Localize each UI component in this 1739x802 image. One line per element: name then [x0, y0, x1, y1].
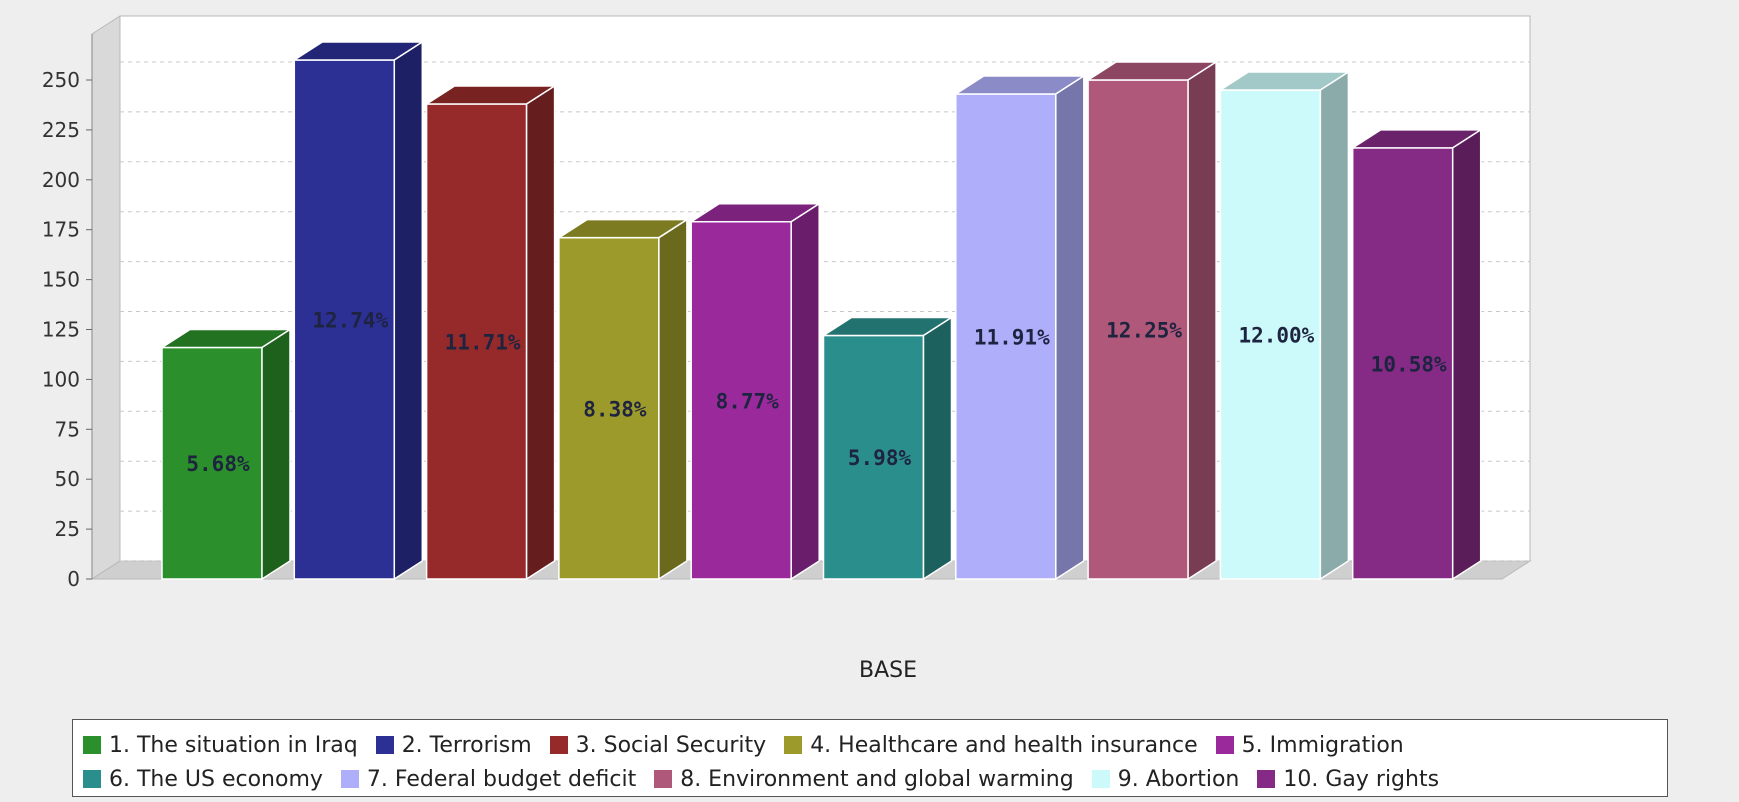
bar-side	[1055, 74, 1085, 581]
legend-swatch	[83, 770, 101, 788]
bar-front	[293, 59, 396, 580]
legend-item: 4. Healthcare and health insurance	[784, 732, 1198, 758]
legend-label: 1. The situation in Iraq	[109, 732, 358, 758]
bar-data-label: 12.25%	[1106, 319, 1182, 343]
y-tick-label: 150	[42, 268, 80, 292]
legend-row: 6. The US economy 7. Federal budget defic…	[83, 762, 1657, 796]
y-tick-label: 0	[67, 567, 80, 591]
bar	[291, 40, 425, 581]
legend-label: 2. Terrorism	[401, 732, 532, 758]
legend-label: 6. The US economy	[109, 766, 323, 792]
x-axis-label: BASE	[859, 658, 917, 683]
bar-data-label: 11.91%	[974, 325, 1050, 349]
legend-swatch	[375, 736, 394, 754]
bar-data-label: 5.98%	[848, 446, 912, 470]
y-tick-label: 25	[55, 517, 80, 541]
bar	[1085, 60, 1219, 581]
bar-data-label: 8.77%	[716, 389, 780, 413]
bar-data-label: 12.74%	[312, 309, 388, 333]
bar-front	[1087, 79, 1189, 580]
bar-side	[1319, 70, 1350, 581]
bar	[1350, 128, 1484, 581]
bar-data-label: 5.68%	[186, 452, 250, 476]
legend-item: 9. Abortion	[1091, 766, 1240, 792]
bar-side	[922, 316, 953, 581]
bar-side	[1187, 60, 1217, 581]
bars	[159, 40, 1484, 581]
legend-item: 10. Gay rights	[1257, 767, 1439, 792]
legend-item: 3. Social Security	[549, 732, 767, 758]
legend: 1. The situation in Iraq 2. Terrorism 3. S…	[72, 719, 1668, 797]
bar-front	[1219, 89, 1322, 580]
legend-item: 2. Terrorism	[375, 732, 532, 758]
y-tick-label: 250	[42, 68, 80, 92]
legend-swatch	[1091, 770, 1110, 788]
y-tick-label: 225	[42, 118, 80, 142]
legend-swatch	[654, 770, 673, 788]
bar-side	[393, 40, 424, 581]
bar-front	[955, 93, 1057, 580]
bar-data-label: 11.71%	[445, 330, 521, 354]
y-tick-label: 100	[42, 367, 80, 391]
bar-side	[525, 84, 556, 581]
bar-front	[161, 346, 263, 580]
bar-front	[1351, 147, 1454, 580]
y-tick-label: 125	[42, 318, 80, 342]
legend-swatch	[83, 736, 101, 754]
y-tick-label: 50	[55, 467, 80, 491]
bar-data-label: 12.00%	[1238, 323, 1314, 347]
bar-front	[822, 334, 925, 580]
bar	[424, 84, 558, 581]
bar	[159, 328, 293, 581]
plot-left-wall	[91, 15, 121, 580]
bar-labels: 5.68% 12.74% 11.71% 8.38% 8.77% 5.98% 11.91% 12…	[186, 309, 1447, 477]
bar-data-label: 10.58%	[1371, 352, 1447, 376]
bar-side	[790, 202, 820, 581]
legend-swatch	[549, 736, 568, 754]
legend-item: 8. Environment and global warming	[654, 767, 1074, 792]
legend-item: 5. Immigration	[1215, 732, 1404, 758]
legend-label: 4. Healthcare and health insurance	[810, 732, 1198, 758]
bar-side	[261, 328, 291, 581]
legend-item: 7. Federal budget deficit	[340, 766, 637, 792]
legend-swatch	[1257, 770, 1276, 788]
bar	[1217, 70, 1351, 581]
bar-front	[690, 220, 792, 580]
bar	[820, 316, 955, 581]
bar-chart: 0 25 50 75 100 125 150 175 200 225 250 5.68% 12.74%…	[42, 15, 1532, 683]
y-tick-label: 175	[42, 218, 80, 242]
bar-side	[658, 218, 688, 581]
bar	[688, 202, 822, 581]
legend-row: 1. The situation in Iraq 2. Terrorism 3. S…	[83, 728, 1657, 762]
legend-swatch	[340, 770, 359, 788]
legend-label: 3. Social Security	[575, 732, 767, 758]
legend-label: 10. Gay rights	[1283, 766, 1440, 792]
bar	[556, 218, 690, 581]
bar-data-label: 8.38%	[583, 397, 647, 421]
legend-label: 7. Federal budget deficit	[366, 766, 637, 792]
bar-side	[1451, 128, 1482, 581]
legend-swatch	[1215, 736, 1234, 754]
legend-item: 6. The US economy	[83, 767, 323, 792]
bar	[953, 74, 1087, 581]
legend-label: 8. Environment and global warming	[680, 766, 1074, 792]
legend-item: 1. The situation in Iraq	[83, 733, 358, 758]
legend-label: 9. Abortion	[1117, 766, 1240, 792]
y-axis: 0 25 50 75 100 125 150 175 200 225 250	[42, 34, 93, 591]
y-tick-label: 75	[55, 417, 80, 441]
legend-swatch	[784, 736, 803, 754]
y-tick-label: 200	[42, 168, 80, 192]
legend-label: 5. Immigration	[1241, 732, 1404, 758]
